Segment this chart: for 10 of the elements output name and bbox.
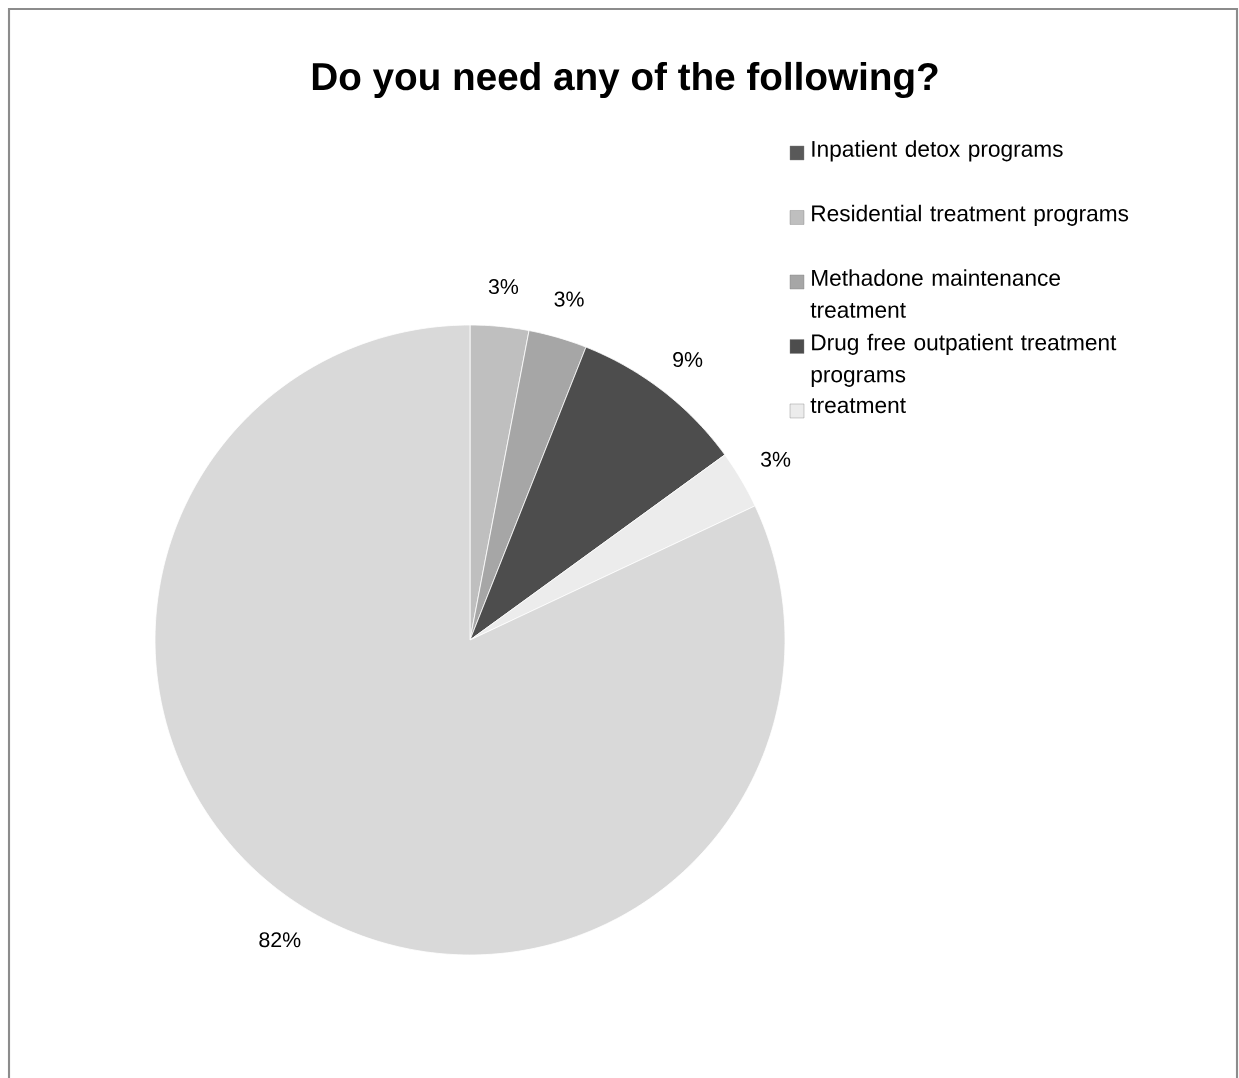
- data-label: 9%: [673, 351, 703, 368]
- legend-label: Inpatient detox programs: [812, 140, 1063, 162]
- data-label: 3%: [554, 291, 584, 307]
- data-label: 82%: [259, 932, 301, 948]
- legend-label: treatment: [810, 398, 906, 414]
- chart-title: Do you need any of the following?: [312, 61, 938, 99]
- data-label: 3%: [760, 451, 791, 467]
- data-label: 3%: [488, 279, 519, 295]
- legend-label: Methadone maintenance treatment: [810, 269, 1060, 318]
- legend-label: Residential treatment programs: [812, 204, 1129, 226]
